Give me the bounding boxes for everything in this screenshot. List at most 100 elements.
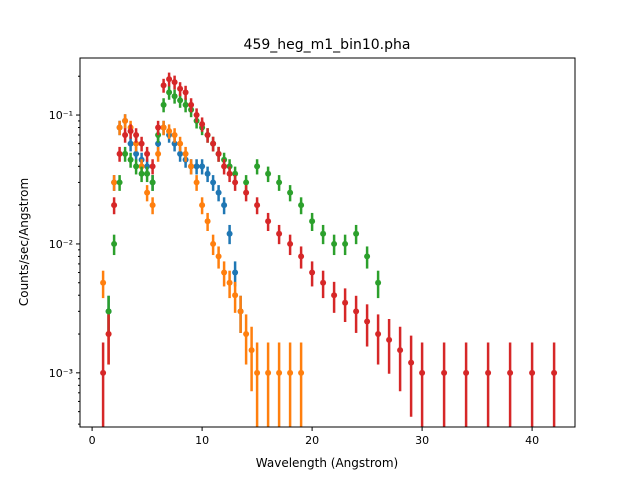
data-point bbox=[144, 189, 151, 196]
data-point bbox=[287, 369, 294, 376]
data-point bbox=[127, 128, 134, 135]
data-point bbox=[188, 163, 195, 170]
data-point bbox=[276, 369, 283, 376]
data-point bbox=[441, 369, 448, 376]
data-point bbox=[177, 85, 184, 92]
data-point bbox=[353, 230, 360, 237]
data-point bbox=[248, 347, 255, 354]
data-point bbox=[122, 117, 129, 124]
data-point bbox=[276, 179, 283, 186]
data-point bbox=[364, 318, 371, 325]
data-point bbox=[177, 140, 184, 147]
data-point bbox=[265, 170, 272, 177]
data-point bbox=[138, 163, 145, 170]
data-point bbox=[226, 230, 233, 237]
data-point bbox=[419, 369, 426, 376]
data-point bbox=[199, 121, 206, 128]
data-point bbox=[364, 253, 371, 260]
data-point bbox=[188, 101, 195, 108]
data-point bbox=[507, 369, 514, 376]
data-point bbox=[155, 124, 162, 131]
data-point bbox=[331, 292, 338, 299]
data-point bbox=[199, 202, 206, 209]
data-point bbox=[232, 292, 239, 299]
x-tick-label: 40 bbox=[525, 434, 539, 447]
data-point bbox=[204, 132, 211, 139]
y-tick-label: 10⁻¹ bbox=[49, 109, 73, 122]
data-point bbox=[177, 150, 184, 157]
x-tick-label: 0 bbox=[89, 434, 96, 447]
data-point bbox=[116, 150, 123, 157]
data-point bbox=[193, 179, 200, 186]
x-tick-label: 20 bbox=[305, 434, 319, 447]
x-axis-label: Wavelength (Angstrom) bbox=[256, 456, 398, 470]
data-point bbox=[386, 336, 393, 343]
data-point bbox=[210, 179, 217, 186]
data-point bbox=[116, 124, 123, 131]
data-point bbox=[243, 179, 250, 186]
data-point bbox=[138, 170, 145, 177]
data-point bbox=[144, 163, 151, 170]
data-point bbox=[408, 359, 415, 366]
x-tick-label: 30 bbox=[415, 434, 429, 447]
data-point bbox=[204, 218, 211, 225]
data-point bbox=[160, 124, 167, 131]
data-point bbox=[210, 240, 217, 247]
data-point bbox=[320, 230, 327, 237]
data-point bbox=[204, 170, 211, 177]
chart-title: 459_heg_m1_bin10.pha bbox=[244, 37, 411, 53]
data-point bbox=[149, 179, 156, 186]
data-point bbox=[221, 163, 228, 170]
data-point bbox=[232, 179, 239, 186]
data-point bbox=[171, 132, 178, 139]
data-point bbox=[199, 163, 206, 170]
data-point bbox=[122, 132, 129, 139]
data-point bbox=[160, 101, 167, 108]
data-point bbox=[215, 189, 222, 196]
data-point bbox=[116, 179, 123, 186]
data-point bbox=[166, 89, 173, 96]
data-point bbox=[226, 163, 233, 170]
data-point bbox=[111, 179, 118, 186]
y-axis: 10⁻³ 10⁻² 10⁻¹ bbox=[49, 75, 80, 425]
x-tick-label: 10 bbox=[195, 434, 209, 447]
data-point bbox=[265, 369, 272, 376]
data-point bbox=[375, 279, 382, 286]
data-point bbox=[276, 230, 283, 237]
data-point bbox=[210, 140, 217, 147]
data-point bbox=[100, 369, 107, 376]
series-3 bbox=[100, 72, 558, 427]
data-point bbox=[342, 299, 349, 306]
axes-frame bbox=[79, 57, 576, 428]
x-axis: 0 10 20 30 40 bbox=[89, 427, 539, 447]
data-point bbox=[551, 369, 558, 376]
data-point bbox=[397, 347, 404, 354]
data-point bbox=[243, 331, 250, 338]
data-point bbox=[226, 279, 233, 286]
data-point bbox=[463, 369, 470, 376]
data-point bbox=[144, 150, 151, 157]
data-point bbox=[177, 97, 184, 104]
data-point bbox=[155, 140, 162, 147]
data-point bbox=[221, 202, 228, 209]
data-point bbox=[309, 269, 316, 276]
data-point bbox=[171, 140, 178, 147]
data-point bbox=[155, 150, 162, 157]
data-point bbox=[182, 150, 189, 157]
data-point bbox=[122, 150, 129, 157]
data-point bbox=[166, 128, 173, 135]
data-point bbox=[232, 170, 239, 177]
data-point bbox=[298, 369, 305, 376]
data-point bbox=[171, 79, 178, 86]
data-point bbox=[127, 156, 134, 163]
data-point bbox=[111, 240, 118, 247]
data-point bbox=[342, 240, 349, 247]
data-point bbox=[232, 269, 239, 276]
data-point bbox=[226, 170, 233, 177]
series-2 bbox=[105, 85, 382, 333]
data-point bbox=[111, 202, 118, 209]
data-point bbox=[166, 76, 173, 83]
y-tick-label: 10⁻³ bbox=[49, 367, 73, 380]
